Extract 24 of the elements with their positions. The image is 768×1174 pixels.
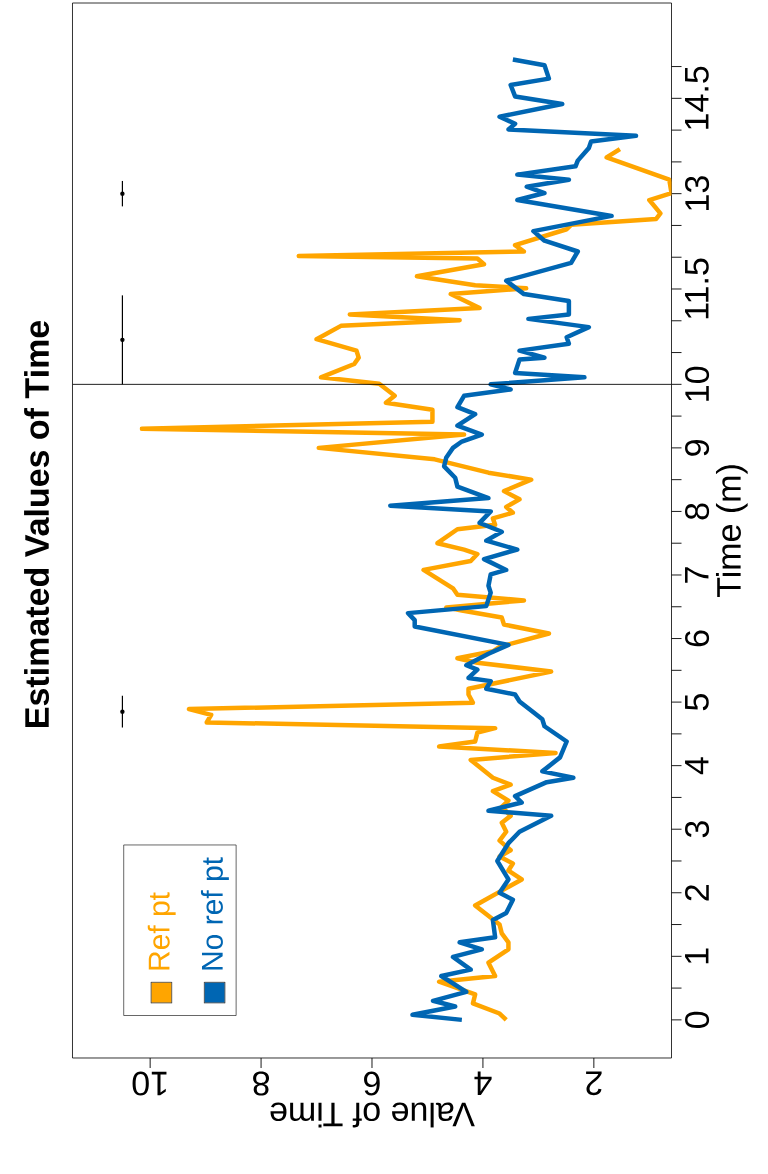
text: No ref pt [200, 857, 229, 970]
y-tick-label: 6 [685, 630, 710, 647]
x-axis-title: Value of Time [270, 1102, 475, 1128]
y-tick-label: 8 [685, 503, 710, 520]
x-tick-label: 10 [132, 1071, 167, 1096]
y-tick-label: 14.5 [685, 66, 709, 129]
x-tick-label: 4 [474, 1071, 492, 1095]
y-tick-label: 11.5 [685, 258, 709, 319]
y-tick-label: 1 [685, 948, 709, 964]
y-tick-label: 4 [685, 757, 709, 775]
text: Ref pt [147, 892, 176, 970]
y-tick-label: 3 [685, 821, 710, 838]
text: Estimated Values of Time [24, 320, 50, 727]
y-tick-label: 10 [685, 366, 710, 401]
y-tick-label: 5 [685, 694, 709, 711]
x-tick-label: 8 [253, 1071, 270, 1096]
x-tick-label: 2 [586, 1071, 602, 1096]
y-tick-label: 13 [685, 176, 710, 210]
y-tick-label: 0 [685, 1011, 710, 1028]
y-tick-label: 7 [685, 567, 709, 583]
y-tick-label: 2 [685, 885, 709, 901]
x-tick-label: 6 [364, 1071, 380, 1096]
y-tick-label: 9 [685, 440, 710, 456]
y-axis-title: Time (m) [715, 465, 748, 598]
